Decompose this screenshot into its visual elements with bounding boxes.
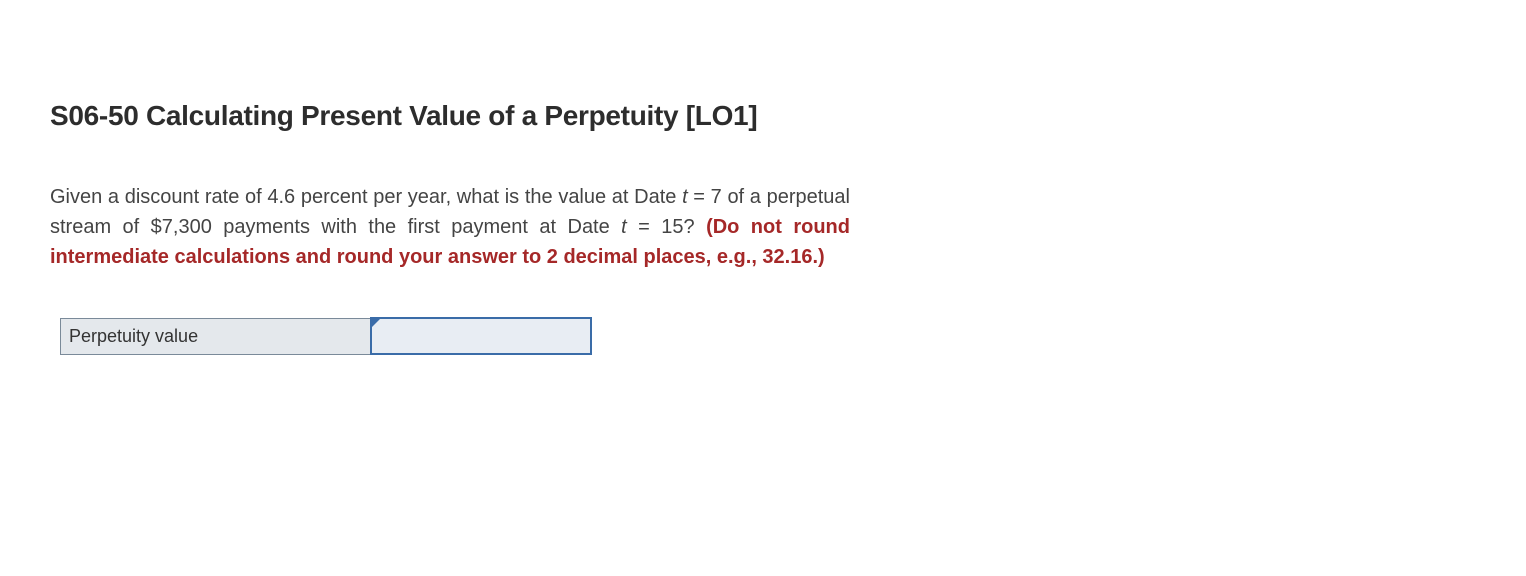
question-body: Given a discount rate of 4.6 percent per… bbox=[50, 182, 850, 272]
question-text-part1: Given a discount rate of 4.6 percent per… bbox=[50, 186, 682, 208]
question-eq2: = 15? bbox=[627, 216, 706, 238]
answer-input-cell[interactable] bbox=[371, 318, 591, 354]
question-title: S06-50 Calculating Present Value of a Pe… bbox=[50, 100, 850, 132]
perpetuity-value-input[interactable] bbox=[373, 320, 589, 352]
answer-label-cell: Perpetuity value bbox=[61, 318, 371, 354]
question-container: S06-50 Calculating Present Value of a Pe… bbox=[0, 0, 900, 415]
table-row: Perpetuity value bbox=[61, 318, 591, 354]
answer-table: Perpetuity value bbox=[60, 317, 592, 355]
